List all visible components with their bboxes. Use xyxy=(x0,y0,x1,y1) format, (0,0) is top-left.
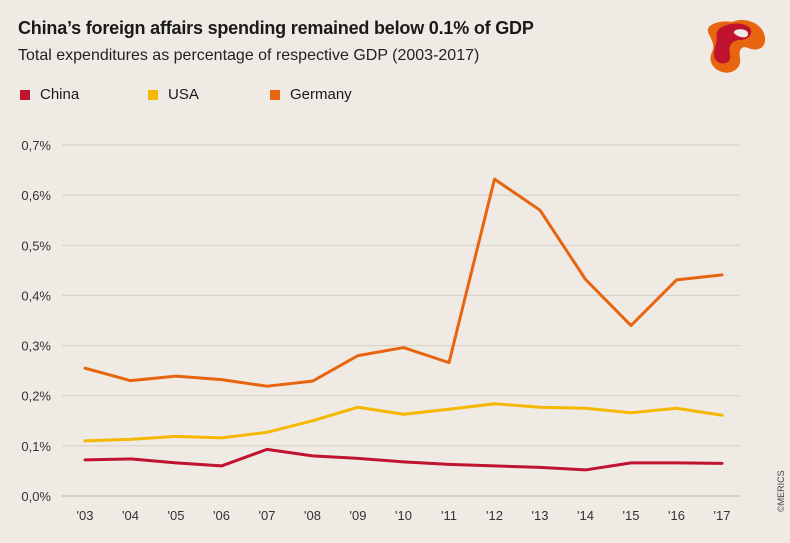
y-tick-label: 0,0% xyxy=(21,489,51,504)
x-tick-label: '15 xyxy=(623,508,640,523)
x-tick-label: '14 xyxy=(577,508,594,523)
y-tick-label: 0,5% xyxy=(21,238,51,253)
y-tick-label: 0,6% xyxy=(21,188,51,203)
chart-title: China’s foreign affairs spending remaine… xyxy=(18,18,534,38)
legend-item-germany: Germany xyxy=(270,86,352,103)
x-tick-label: '04 xyxy=(122,508,139,523)
y-tick-label: 0,3% xyxy=(21,339,51,354)
legend-label: China xyxy=(40,86,80,103)
x-tick-label: '07 xyxy=(259,508,276,523)
series-line-china xyxy=(83,447,724,472)
x-tick-label: '13 xyxy=(532,508,549,523)
series-line-usa xyxy=(83,402,724,443)
legend-label: Germany xyxy=(290,86,352,103)
merics-logo xyxy=(707,19,766,73)
y-tick-label: 0,7% xyxy=(21,138,51,153)
legend-item-china: China xyxy=(20,86,79,103)
x-tick-label: '09 xyxy=(350,508,367,523)
legend-item-usa: USA xyxy=(148,86,199,103)
legend-swatch xyxy=(20,89,30,100)
y-tick-label: 0,2% xyxy=(21,389,51,404)
series-line-germany xyxy=(83,177,724,388)
x-tick-label: '17 xyxy=(714,508,731,523)
credit-label: ©MERICS xyxy=(776,470,786,512)
legend-swatch xyxy=(148,89,158,100)
x-tick-label: '05 xyxy=(168,508,185,523)
x-tick-label: '06 xyxy=(213,508,230,523)
y-tick-label: 0,1% xyxy=(21,439,51,454)
x-tick-label: '03 xyxy=(77,508,94,523)
y-tick-label: 0,4% xyxy=(21,288,51,303)
x-tick-label: '16 xyxy=(668,508,685,523)
x-tick-label: '12 xyxy=(486,508,503,523)
chart-subtitle: Total expenditures as percentage of resp… xyxy=(18,47,480,64)
legend-swatch xyxy=(270,89,280,100)
x-tick-label: '10 xyxy=(395,508,412,523)
x-tick-label: '08 xyxy=(304,508,321,523)
legend-label: USA xyxy=(168,86,199,103)
x-tick-label: '11 xyxy=(441,508,457,523)
